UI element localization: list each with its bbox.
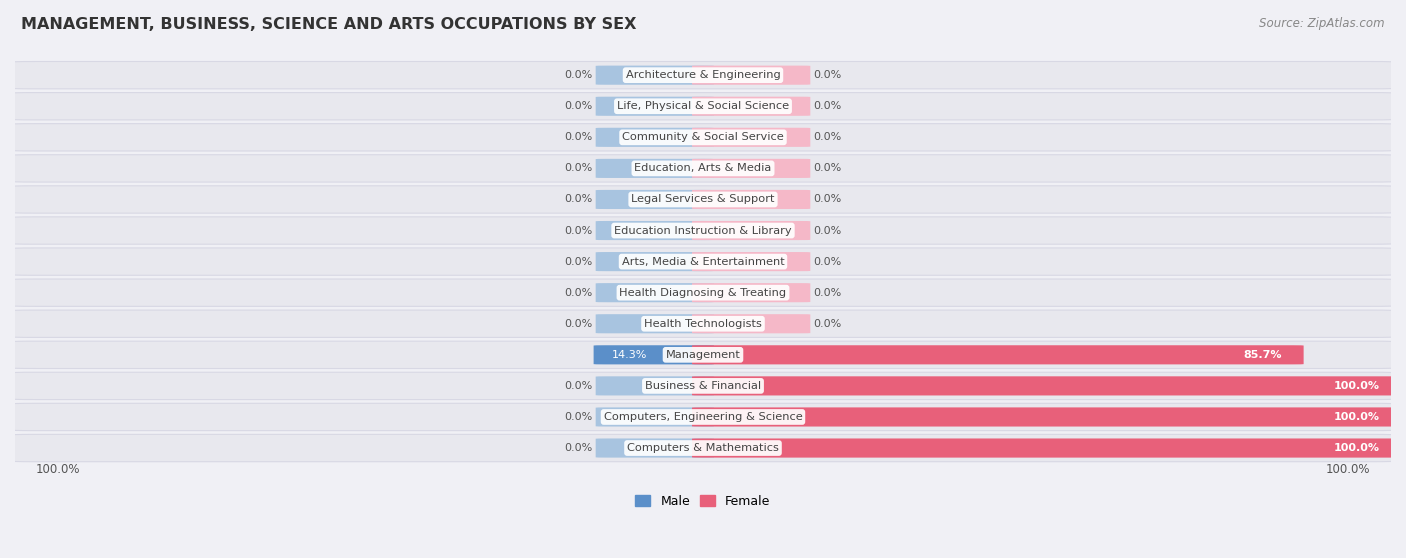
Text: Education Instruction & Library: Education Instruction & Library <box>614 225 792 235</box>
FancyBboxPatch shape <box>692 439 1402 458</box>
Text: 14.3%: 14.3% <box>612 350 647 360</box>
Text: 100.0%: 100.0% <box>1334 443 1381 453</box>
Text: 100.0%: 100.0% <box>1326 463 1371 477</box>
FancyBboxPatch shape <box>692 97 810 116</box>
Text: Health Technologists: Health Technologists <box>644 319 762 329</box>
Text: 0.0%: 0.0% <box>813 163 841 174</box>
Text: Life, Physical & Social Science: Life, Physical & Social Science <box>617 101 789 111</box>
Text: Health Diagnosing & Treating: Health Diagnosing & Treating <box>620 288 786 297</box>
FancyBboxPatch shape <box>8 341 1398 368</box>
FancyBboxPatch shape <box>596 97 714 116</box>
Text: Education, Arts & Media: Education, Arts & Media <box>634 163 772 174</box>
Text: Legal Services & Support: Legal Services & Support <box>631 195 775 204</box>
Text: MANAGEMENT, BUSINESS, SCIENCE AND ARTS OCCUPATIONS BY SEX: MANAGEMENT, BUSINESS, SCIENCE AND ARTS O… <box>21 17 637 32</box>
Text: Computers & Mathematics: Computers & Mathematics <box>627 443 779 453</box>
Text: 0.0%: 0.0% <box>813 195 841 204</box>
Text: Management: Management <box>665 350 741 360</box>
FancyBboxPatch shape <box>692 190 810 209</box>
Legend: Male, Female: Male, Female <box>630 490 776 513</box>
FancyBboxPatch shape <box>8 124 1398 151</box>
Text: 0.0%: 0.0% <box>565 412 593 422</box>
FancyBboxPatch shape <box>8 61 1398 89</box>
FancyBboxPatch shape <box>596 159 714 178</box>
FancyBboxPatch shape <box>692 407 1402 426</box>
FancyBboxPatch shape <box>596 407 714 426</box>
Text: 0.0%: 0.0% <box>565 163 593 174</box>
FancyBboxPatch shape <box>8 372 1398 400</box>
Text: 100.0%: 100.0% <box>1334 412 1381 422</box>
FancyBboxPatch shape <box>8 310 1398 338</box>
Text: 0.0%: 0.0% <box>565 257 593 267</box>
Text: 85.7%: 85.7% <box>1243 350 1282 360</box>
Text: Computers, Engineering & Science: Computers, Engineering & Science <box>603 412 803 422</box>
FancyBboxPatch shape <box>692 159 810 178</box>
Text: 0.0%: 0.0% <box>565 195 593 204</box>
Text: Arts, Media & Entertainment: Arts, Media & Entertainment <box>621 257 785 267</box>
FancyBboxPatch shape <box>596 221 714 240</box>
Text: 0.0%: 0.0% <box>565 225 593 235</box>
Text: 0.0%: 0.0% <box>813 257 841 267</box>
Text: 0.0%: 0.0% <box>565 319 593 329</box>
FancyBboxPatch shape <box>596 439 714 458</box>
FancyBboxPatch shape <box>692 314 810 333</box>
FancyBboxPatch shape <box>692 221 810 240</box>
Text: 0.0%: 0.0% <box>565 132 593 142</box>
FancyBboxPatch shape <box>692 128 810 147</box>
FancyBboxPatch shape <box>596 376 714 396</box>
FancyBboxPatch shape <box>596 252 714 271</box>
FancyBboxPatch shape <box>692 283 810 302</box>
Text: 0.0%: 0.0% <box>565 288 593 297</box>
Text: Community & Social Service: Community & Social Service <box>621 132 785 142</box>
FancyBboxPatch shape <box>596 314 714 333</box>
FancyBboxPatch shape <box>8 186 1398 213</box>
Text: 0.0%: 0.0% <box>565 101 593 111</box>
Text: 0.0%: 0.0% <box>565 443 593 453</box>
FancyBboxPatch shape <box>8 155 1398 182</box>
Text: 0.0%: 0.0% <box>813 132 841 142</box>
FancyBboxPatch shape <box>8 403 1398 431</box>
FancyBboxPatch shape <box>692 66 810 85</box>
Text: 0.0%: 0.0% <box>813 70 841 80</box>
FancyBboxPatch shape <box>8 93 1398 120</box>
FancyBboxPatch shape <box>596 128 714 147</box>
Text: 0.0%: 0.0% <box>813 288 841 297</box>
Text: 100.0%: 100.0% <box>1334 381 1381 391</box>
Text: 0.0%: 0.0% <box>565 70 593 80</box>
Text: Business & Financial: Business & Financial <box>645 381 761 391</box>
Text: Architecture & Engineering: Architecture & Engineering <box>626 70 780 80</box>
Text: 0.0%: 0.0% <box>813 101 841 111</box>
FancyBboxPatch shape <box>8 279 1398 306</box>
Text: 100.0%: 100.0% <box>35 463 80 477</box>
FancyBboxPatch shape <box>8 217 1398 244</box>
FancyBboxPatch shape <box>596 190 714 209</box>
Text: 0.0%: 0.0% <box>565 381 593 391</box>
FancyBboxPatch shape <box>8 248 1398 275</box>
FancyBboxPatch shape <box>692 376 1402 396</box>
FancyBboxPatch shape <box>593 345 714 364</box>
FancyBboxPatch shape <box>8 434 1398 461</box>
Text: 0.0%: 0.0% <box>813 225 841 235</box>
Text: Source: ZipAtlas.com: Source: ZipAtlas.com <box>1260 17 1385 30</box>
FancyBboxPatch shape <box>596 66 714 85</box>
Text: 0.0%: 0.0% <box>813 319 841 329</box>
FancyBboxPatch shape <box>692 345 1303 364</box>
FancyBboxPatch shape <box>596 283 714 302</box>
FancyBboxPatch shape <box>692 252 810 271</box>
